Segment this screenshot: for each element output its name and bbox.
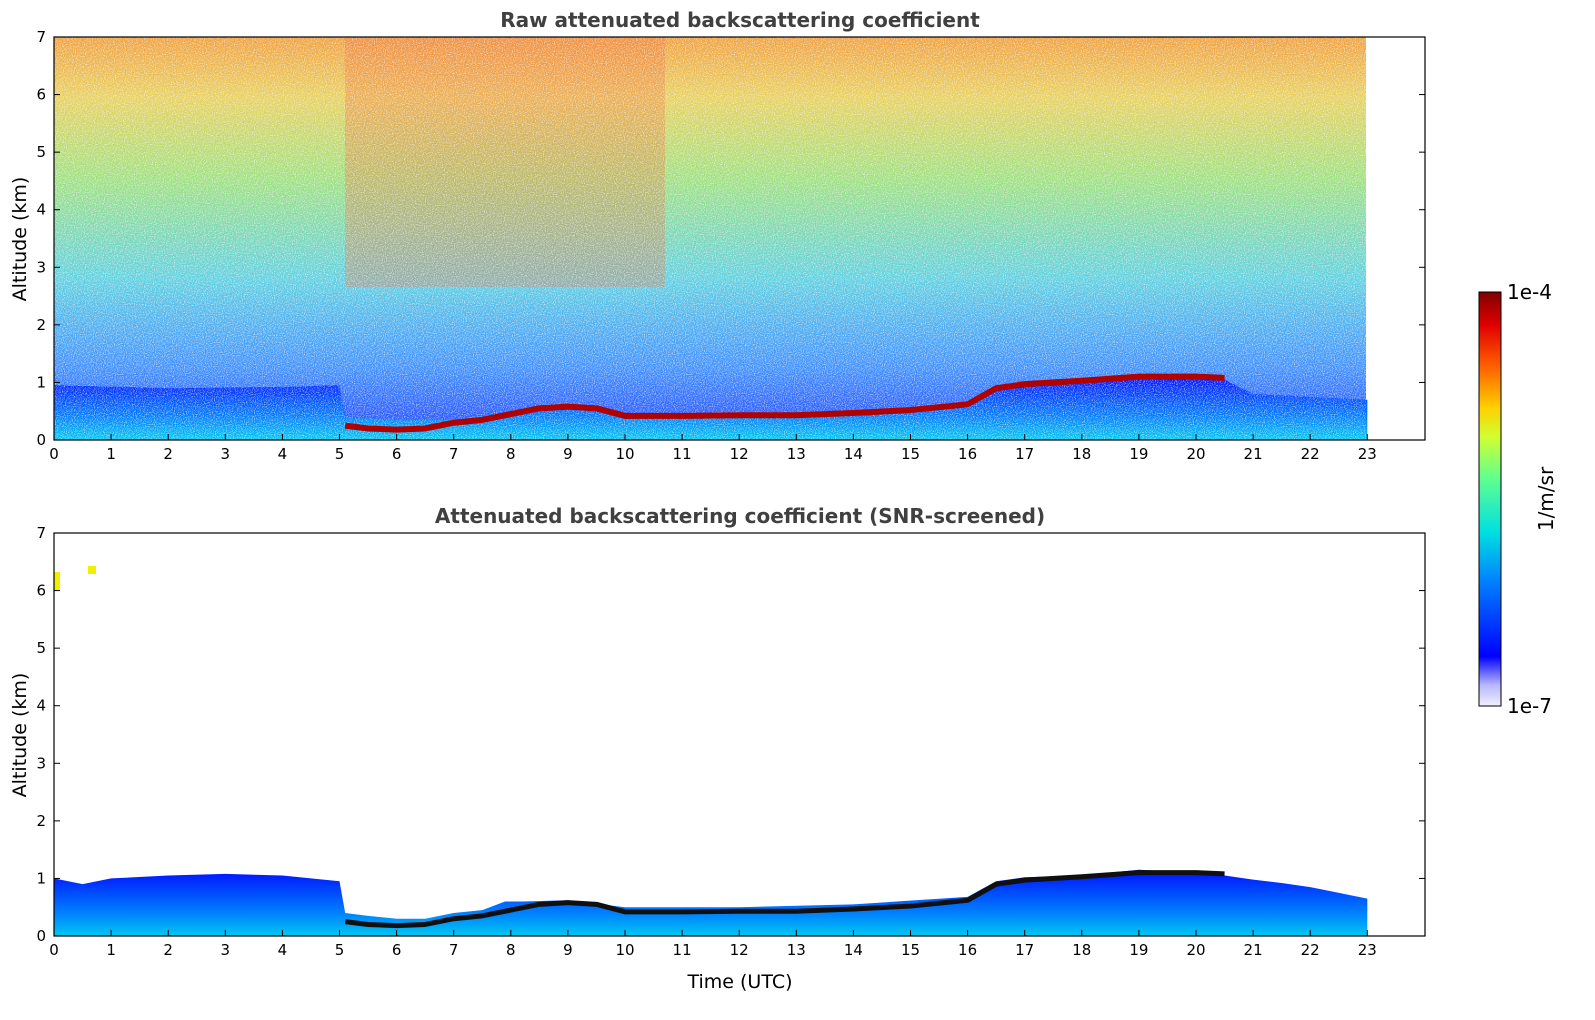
raw-y-tick-label: 4 [36, 201, 46, 219]
raw-y-tick-label: 5 [36, 143, 46, 161]
raw-x-tick-label: 0 [49, 445, 59, 463]
raw-speckle [54, 37, 1366, 440]
screened-x-tick-label: 15 [901, 941, 920, 959]
screened-x-tick-label: 8 [506, 941, 516, 959]
screened-x-tick-label: 18 [1072, 941, 1091, 959]
screened-x-tick-label: 11 [673, 941, 692, 959]
screened-x-tick-label: 22 [1301, 941, 1320, 959]
screened-y-tick-label: 1 [36, 869, 46, 887]
screened-y-tick-label: 5 [36, 639, 46, 657]
raw-x-ticks: 0 1 2 3 4 5 6 7 8 9 10 11 12 13 14 15 16 17 18 19 20 21 22 23 [49, 434, 1377, 463]
screened-x-tick-label: 13 [787, 941, 806, 959]
screened-x-tick-label: 6 [392, 941, 402, 959]
screened-ylabel: Altitude (km) [9, 673, 31, 798]
raw-y-tick-label: 1 [36, 373, 46, 391]
screened-x-tick-label: 16 [958, 941, 977, 959]
raw-x-tick-label: 8 [506, 445, 516, 463]
colorbar: 1e-4 1e-7 1/m/sr [1478, 280, 1558, 718]
screened-x-tick-label: 2 [163, 941, 173, 959]
screened-y-tick-label: 7 [36, 524, 46, 542]
screened-x-tick-label: 7 [449, 941, 459, 959]
screened-highalt-feature-2 [88, 566, 96, 574]
screened-heatmap [54, 566, 1368, 936]
screened-x-tick-label: 0 [49, 941, 59, 959]
screened-x-tick-label: 9 [563, 941, 573, 959]
raw-x-tick-label: 22 [1301, 445, 1320, 463]
screened-x-tick-label: 20 [1186, 941, 1205, 959]
screened-x-tick-label: 23 [1358, 941, 1377, 959]
screened-y-tick-label: 4 [36, 697, 46, 715]
raw-x-tick-label: 23 [1358, 445, 1377, 463]
raw-panel-title: Raw attenuated backscattering coefficien… [500, 8, 980, 32]
raw-x-tick-label: 13 [787, 445, 806, 463]
screened-x-tick-label: 14 [844, 941, 863, 959]
raw-cloud-layer [344, 373, 1225, 433]
screened-x-tick-label: 21 [1244, 941, 1263, 959]
raw-x-tick-label: 14 [844, 445, 863, 463]
screened-x-tick-label: 4 [278, 941, 288, 959]
raw-y-tick-label: 6 [36, 86, 46, 104]
raw-x-tick-label: 12 [730, 445, 749, 463]
screened-cloud-layer [344, 870, 1225, 929]
screened-y-tick-label: 6 [36, 582, 46, 600]
screened-xlabel: Time (UTC) [686, 971, 792, 993]
screened-x-tick-label: 10 [615, 941, 634, 959]
raw-x-tick-label: 16 [958, 445, 977, 463]
raw-x-tick-label: 2 [163, 445, 173, 463]
colorbar-gradient [1478, 291, 1502, 707]
raw-x-tick-label: 5 [335, 445, 345, 463]
screened-x-tick-label: 5 [335, 941, 345, 959]
colorbar-max-label: 1e-4 [1507, 280, 1552, 304]
screened-x-tick-label: 17 [1015, 941, 1034, 959]
raw-x-tick-label: 17 [1015, 445, 1034, 463]
raw-y-tick-label: 7 [36, 28, 46, 46]
panel-raw: Raw attenuated backscattering coefficien… [9, 8, 1426, 463]
colorbar-min-label: 1e-7 [1507, 694, 1552, 718]
raw-x-tick-label: 21 [1244, 445, 1263, 463]
raw-x-tick-label: 15 [901, 445, 920, 463]
screened-y-ticks: 0 1 2 3 4 5 6 7 [36, 524, 1425, 945]
screened-x-ticks: 0 1 2 3 4 5 6 7 8 9 10 11 12 13 14 15 16 17 18 19 20 21 22 23 [49, 930, 1377, 959]
screened-x-tick-label: 1 [106, 941, 116, 959]
panel-screened: Attenuated backscattering coefficient (S… [9, 504, 1426, 993]
screened-x-tick-label: 12 [730, 941, 749, 959]
raw-x-tick-label: 1 [106, 445, 116, 463]
screened-boundary-layer [54, 869, 1368, 936]
screened-y-tick-label: 2 [36, 812, 46, 830]
screened-panel-title: Attenuated backscattering coefficient (S… [435, 504, 1045, 528]
raw-heatmap [54, 37, 1368, 440]
raw-ylabel: Altitude (km) [9, 177, 31, 302]
raw-x-tick-label: 4 [278, 445, 288, 463]
screened-x-tick-label: 19 [1129, 941, 1148, 959]
screened-x-tick-label: 3 [221, 941, 231, 959]
raw-x-tick-label: 10 [615, 445, 634, 463]
raw-x-tick-label: 3 [221, 445, 231, 463]
raw-x-tick-label: 18 [1072, 445, 1091, 463]
raw-y-tick-label: 3 [36, 258, 46, 276]
raw-x-tick-label: 6 [392, 445, 402, 463]
raw-y-ticks: 0 1 2 3 4 5 6 7 [36, 28, 1425, 449]
raw-x-tick-label: 7 [449, 445, 459, 463]
raw-x-tick-label: 11 [673, 445, 692, 463]
raw-y-tick-label: 2 [36, 316, 46, 334]
raw-x-tick-label: 20 [1186, 445, 1205, 463]
screened-y-tick-label: 3 [36, 754, 46, 772]
raw-x-tick-label: 9 [563, 445, 573, 463]
screened-y-tick-label: 0 [36, 927, 46, 945]
raw-y-tick-label: 0 [36, 431, 46, 449]
colorbar-unit-label: 1/m/sr [1534, 466, 1558, 531]
screened-highalt-feature-1 [54, 572, 60, 590]
raw-x-tick-label: 19 [1129, 445, 1148, 463]
